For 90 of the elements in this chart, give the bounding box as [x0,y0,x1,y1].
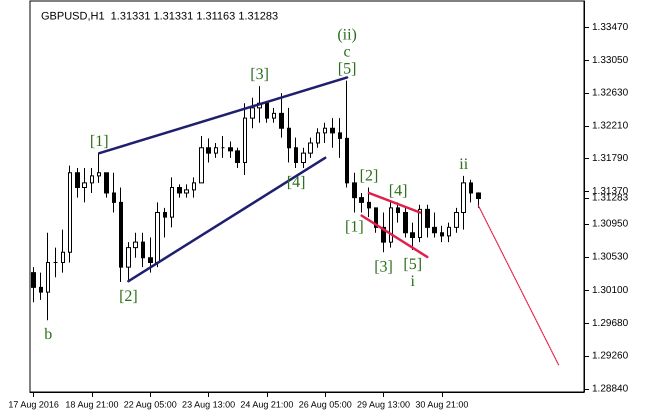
candlestick [214,142,218,158]
y-tick-label: 1.31790 [592,153,629,164]
candlestick [294,137,298,169]
candlestick [82,168,87,203]
candlestick [250,97,255,129]
candlestick [235,147,240,169]
candlestick [352,172,357,213]
candlestick [126,242,131,282]
x-tick-label: 17 Aug 2016 [8,400,59,410]
candlestick [141,232,145,268]
text: [1] [90,133,109,150]
text: [1] [345,218,364,236]
candlestick [432,212,437,238]
text: [5] i [403,256,422,290]
y-tick-label: 1.30950 [592,218,629,230]
x-tick-label: 22 Aug 05:00 [124,400,177,410]
candlestick [53,247,58,278]
candlestick [61,229,65,274]
y-tick-label: 1.32210 [592,120,629,132]
candlestick [112,172,116,213]
candlestick [476,192,481,208]
x-tick-label: 30 Aug 21:00 [415,400,468,410]
y-tick-label: 1.30100 [592,285,629,296]
candlestick [184,184,189,198]
y-tick-label: 1.29260 [592,350,629,362]
candlestick [133,232,138,258]
x-tick-label: 18 Aug 21:00 [65,400,118,410]
x-tick-label: 26 Aug 05:00 [298,400,352,410]
text: [3] [374,258,393,276]
text: [2] [360,168,378,185]
candlestick [287,107,291,164]
text: [4] [286,174,306,192]
x-tick-label: 29 Aug 13:00 [357,400,410,410]
candlestick [454,207,459,234]
text: b [44,326,52,344]
candlestick [119,187,123,282]
candlestick [461,175,466,230]
candlestick [447,222,451,243]
candlestick [199,136,204,184]
candlestick [243,102,247,176]
candlestick [104,172,109,198]
candlestick [265,102,269,124]
x-tick-label: 24 Aug 21:00 [240,400,294,410]
text: [2] [119,288,138,305]
candlestick [330,118,335,148]
candlestick [403,207,408,238]
candlestick [90,168,94,194]
text: [4] [388,182,408,200]
candlestick [367,187,371,218]
candlestick [418,204,422,243]
candlestick [68,165,72,263]
text: [3] [250,66,269,84]
y-tick-label: 1.32630 [592,88,629,99]
text: GBPUSD,H1 1.31331 1.31331 1.31163 1.31283 [41,10,278,22]
y-tick-label: 1.33470 [592,22,629,34]
candlestick [301,147,306,169]
candlestick [389,202,393,248]
text: (ii) c [5] [337,26,357,78]
candlestick [308,137,313,158]
y-tick-label: 1.29680 [592,318,629,329]
candlestick [46,232,50,321]
candlestick [39,272,43,300]
candlestick [75,168,80,198]
candlestick [323,122,327,144]
y-tick-label: 1.28840 [592,383,629,394]
candlestick [206,138,211,164]
candlestick [221,136,225,158]
y-tick-label: 1.33050 [592,54,629,66]
candlestick [148,236,153,274]
candlestick [97,152,101,184]
candlestick [170,176,174,228]
candlestick [345,80,349,188]
candlestick [440,225,444,243]
candlestick [163,207,167,238]
y-tick-label: 1.30530 [592,251,629,262]
candlestick [338,118,342,158]
text: ii [459,156,468,173]
candlestick [155,202,160,268]
candlestick [192,176,196,198]
candlestick [316,128,320,148]
candlestick [279,92,284,138]
candlestick [228,140,233,158]
candlestick [359,192,364,213]
candlestick [410,222,415,250]
candlestick [272,107,276,124]
candlestick [177,184,182,198]
candlestick [469,179,473,203]
candlestick [425,204,430,238]
x-tick-label: 23 Aug 13:00 [182,400,236,410]
y-tick-label: 1.31283 [592,192,629,204]
